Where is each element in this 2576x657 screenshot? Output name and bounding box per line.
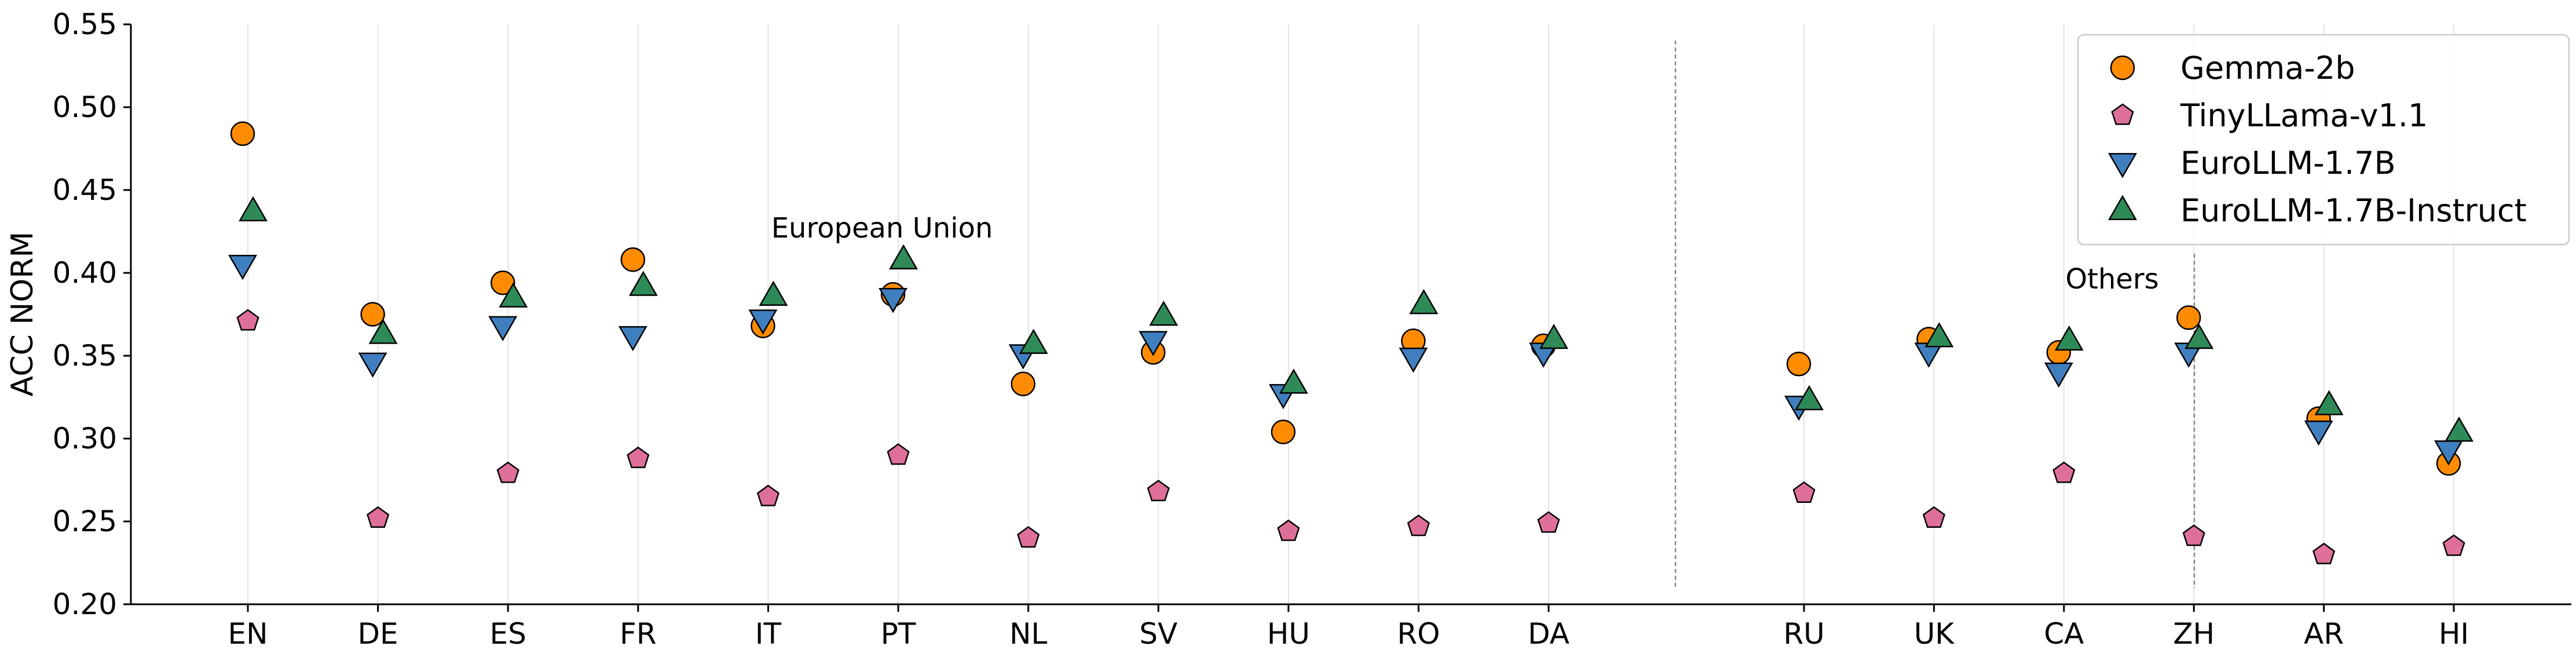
y-axis-label: ACC NORM <box>5 232 40 397</box>
data-point <box>618 326 647 352</box>
data-point <box>1924 322 1954 348</box>
y-tick-label: 0.45 <box>53 173 117 207</box>
data-point <box>620 247 646 272</box>
data-point <box>1407 514 1430 536</box>
x-tick-label: HI <box>2439 617 2469 651</box>
data-point <box>2442 534 2465 556</box>
x-tick-label: EN <box>228 617 268 651</box>
data-point <box>1147 479 1170 502</box>
data-point <box>230 121 255 147</box>
data-point <box>360 302 385 327</box>
series-eurollm-1-7b <box>228 254 2463 466</box>
data-point <box>1017 526 1040 548</box>
legend: Gemma-2b TinyLLama-v1.1 EuroLLM-1.7B EuroLL… <box>2077 34 2570 246</box>
x-tick-label: FR <box>620 617 657 651</box>
data-point <box>748 309 778 335</box>
data-point <box>2054 325 2084 351</box>
legend-marker <box>2108 195 2137 220</box>
data-point <box>1795 385 1824 411</box>
data-point <box>879 288 908 313</box>
data-point <box>2445 417 2473 442</box>
legend-label: EuroLLM-1.7B-Instruct <box>2180 192 2527 229</box>
y-tick-label: 0.20 <box>53 587 117 621</box>
data-point <box>2052 461 2076 483</box>
data-point <box>1139 331 1168 356</box>
data-point <box>1409 289 1439 315</box>
x-tick-label: SV <box>1139 617 1177 651</box>
legend-marker <box>2108 153 2137 178</box>
data-point <box>2044 362 2073 388</box>
data-point <box>1922 506 1945 528</box>
data-point <box>2312 542 2336 564</box>
y-tick-label: 0.40 <box>53 256 117 290</box>
data-point <box>358 352 387 378</box>
data-point <box>368 319 398 344</box>
data-point <box>1792 481 1816 503</box>
data-point <box>496 461 519 483</box>
y-tick-label: 0.55 <box>53 8 117 41</box>
data-point <box>1539 323 1568 349</box>
data-point <box>756 484 780 506</box>
x-tick-label: PT <box>881 617 916 651</box>
data-point <box>628 271 658 296</box>
x-tick-label: ES <box>490 617 526 651</box>
data-point <box>488 316 518 342</box>
y-ticks: 0.20 0.25 0.30 0.35 0.40 0.45 0.50 0.55 <box>53 8 131 621</box>
x-tick-label: UK <box>1914 617 1955 651</box>
data-point <box>1279 368 1308 394</box>
series-tinyllama-v1-1 <box>236 309 2465 564</box>
data-point <box>239 196 268 222</box>
data-point <box>1537 511 1560 533</box>
data-point <box>1271 419 1296 444</box>
data-point <box>627 446 650 468</box>
y-tick-label: 0.35 <box>53 339 117 373</box>
data-point <box>367 506 390 528</box>
data-point <box>236 309 259 331</box>
data-point <box>499 282 528 308</box>
x-tick-label: IT <box>755 617 782 651</box>
data-point <box>889 244 918 269</box>
series-eurollm-1-7b-instruct <box>239 196 2473 442</box>
legend-frame <box>2077 34 2570 246</box>
annotation-european-union: European Union <box>771 212 993 244</box>
legend-marker <box>2111 103 2134 125</box>
data-point <box>2304 420 2333 446</box>
y-tick-label: 0.50 <box>53 90 117 124</box>
data-point <box>1277 519 1300 541</box>
data-point <box>228 254 257 280</box>
legend-label: TinyLLama-v1.1 <box>2180 97 2428 134</box>
annotation-others: Others <box>2065 263 2158 295</box>
data-point <box>1399 348 1428 373</box>
data-point <box>2314 390 2344 415</box>
data-points <box>228 121 2473 564</box>
x-tick-label: DE <box>358 617 398 651</box>
data-point <box>1786 352 1812 377</box>
x-tick-label: RU <box>1783 617 1824 651</box>
data-point <box>490 270 515 295</box>
data-point <box>1019 329 1048 354</box>
x-tick-label: NL <box>1009 617 1047 651</box>
legend-marker <box>2110 55 2135 81</box>
data-point <box>1149 300 1179 326</box>
data-point <box>2182 524 2205 546</box>
x-tick-label: RO <box>1397 617 1440 651</box>
legend-label: Gemma-2b <box>2180 50 2355 86</box>
x-tick-label: HU <box>1267 617 1310 651</box>
x-ticks: EN DE ES FR IT PT NL SV HU RO DA RU UK CA ZH AR HI <box>228 604 2469 651</box>
data-point <box>2176 305 2201 330</box>
y-tick-label: 0.25 <box>53 505 117 538</box>
x-tick-label: AR <box>2304 617 2344 651</box>
x-tick-label: DA <box>1528 617 1569 651</box>
legend-label: EuroLLM-1.7B <box>2180 145 2396 181</box>
data-point <box>759 280 788 306</box>
x-tick-label: ZH <box>2173 617 2215 651</box>
data-point <box>887 443 910 465</box>
data-point <box>1011 371 1035 396</box>
x-tick-label: CA <box>2044 617 2084 651</box>
y-tick-label: 0.30 <box>53 422 117 455</box>
axes <box>130 24 2571 605</box>
data-point <box>2185 323 2214 349</box>
